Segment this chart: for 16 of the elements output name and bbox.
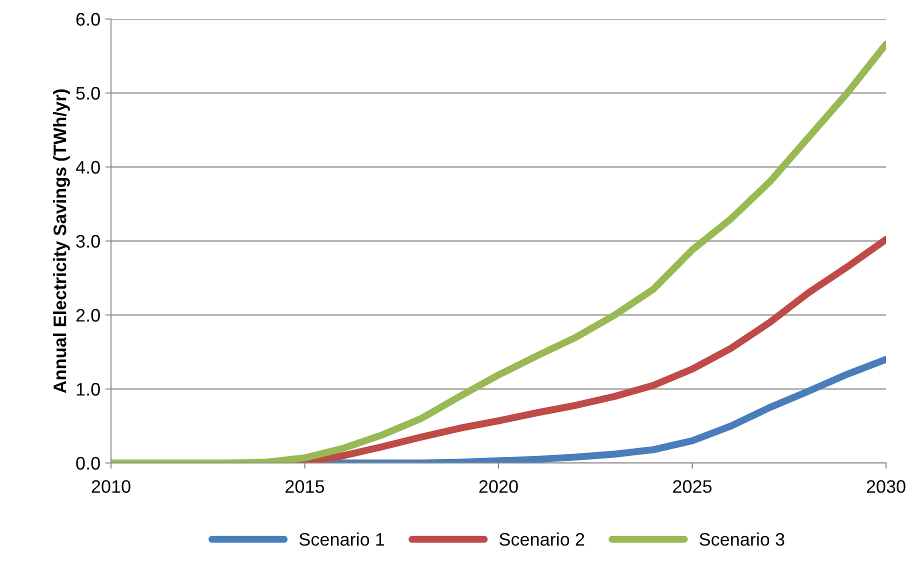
x-tick-label: 2030 (866, 480, 906, 493)
x-tick-label: 2020 (479, 480, 518, 493)
x-tick-label: 2025 (673, 480, 712, 493)
legend-label: Scenario 3 (700, 532, 784, 546)
x-tick-label: 2010 (92, 480, 130, 493)
y-tick-label: 0.0 (76, 456, 100, 470)
y-tick-label: 1.0 (76, 382, 100, 396)
y-tick-label: 4.0 (76, 160, 100, 174)
y-tick-label: 6.0 (76, 12, 100, 26)
y-tick-label: 2.0 (76, 308, 100, 322)
legend-label: Scenario 1 (299, 532, 384, 546)
legend-label: Scenario 2 (499, 532, 584, 546)
y-tick-label: 3.0 (76, 234, 100, 248)
y-tick-label: 5.0 (76, 86, 100, 100)
y-axis-title: Annual Electricity Savings (TWh/yr) (53, 89, 70, 394)
x-tick-label: 2015 (286, 480, 324, 493)
